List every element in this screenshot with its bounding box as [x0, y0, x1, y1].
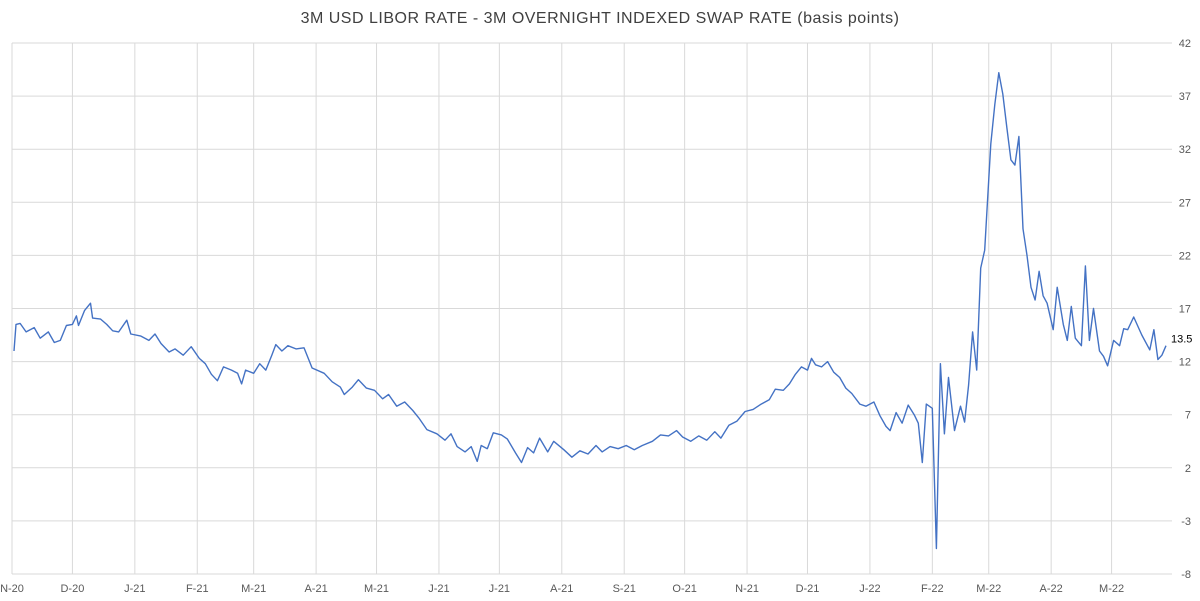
x-tick-label: A-22 — [1040, 583, 1063, 595]
x-tick-label: F-22 — [921, 583, 944, 595]
y-tick-label: 37 — [1179, 91, 1191, 103]
y-tick-label: -3 — [1181, 516, 1191, 528]
x-tick-label: M-21 — [241, 583, 266, 595]
y-tick-label: 22 — [1179, 250, 1191, 262]
series-layer — [13, 72, 1167, 550]
chart-title: 3M USD LIBOR RATE - 3M OVERNIGHT INDEXED… — [300, 10, 900, 27]
x-tick-label: J-22 — [859, 583, 880, 595]
y-axis-tick-labels: 42 37 32 27 22 17 12 7 2 -3 -8 — [1179, 38, 1191, 581]
series-line — [13, 72, 1167, 550]
x-tick-label: J-21 — [428, 583, 449, 595]
x-tick-label: J-21 — [489, 583, 510, 595]
end-label-layer: 13.5 — [1171, 334, 1192, 346]
x-tick-label: D-21 — [796, 583, 820, 595]
last-value-label: 13.5 — [1171, 334, 1192, 346]
x-tick-label: A-21 — [304, 583, 327, 595]
x-tick-label: D-20 — [60, 583, 84, 595]
x-tick-label: M-22 — [1099, 583, 1124, 595]
x-tick-label: N-20 — [0, 583, 24, 595]
x-tick-label: O-21 — [672, 583, 696, 595]
y-tick-label: -8 — [1181, 569, 1191, 581]
y-tick-label: 17 — [1179, 304, 1191, 316]
x-tick-label: S-21 — [613, 583, 636, 595]
y-tick-label: 42 — [1179, 38, 1191, 50]
horizontal-gridlines — [12, 42, 1172, 575]
y-tick-label: 27 — [1179, 197, 1191, 209]
y-tick-label: 32 — [1179, 144, 1191, 156]
y-tick-label: 7 — [1185, 410, 1191, 422]
x-axis-tick-labels: N-20 D-20 J-21 F-21 M-21 A-21 M-21 J-21 J-21 A-21… — [0, 583, 1124, 595]
x-tick-label: J-21 — [124, 583, 145, 595]
x-tick-label: F-21 — [186, 583, 209, 595]
x-tick-label: M-21 — [364, 583, 389, 595]
y-tick-label: 12 — [1179, 357, 1191, 369]
x-tick-label: N-21 — [735, 583, 759, 595]
x-tick-label: A-21 — [550, 583, 573, 595]
x-tick-label: M-22 — [976, 583, 1001, 595]
y-tick-label: 2 — [1185, 463, 1191, 475]
